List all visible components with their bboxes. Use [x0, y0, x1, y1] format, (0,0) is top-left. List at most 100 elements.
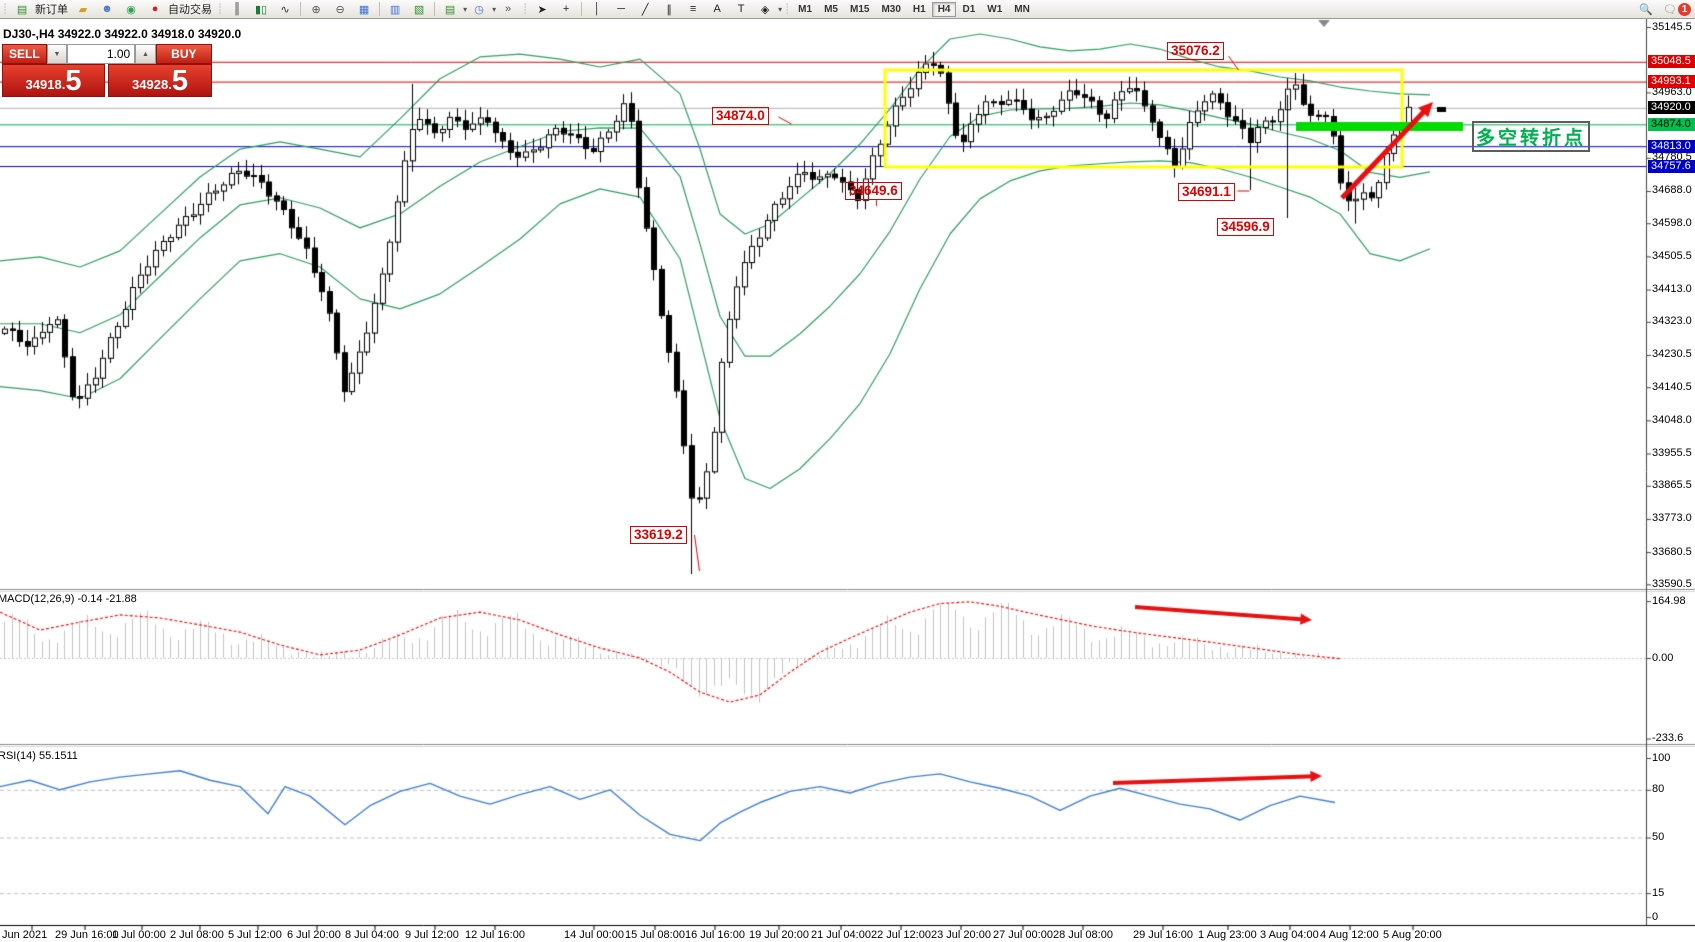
price-level-badge[interactable]: 34920.0 — [1648, 101, 1695, 115]
sell-price-pip: 5 — [65, 65, 82, 97]
x-axis-date-label: 21 Jul 04:00 — [811, 929, 871, 941]
trendline-icon[interactable]: ╱ — [641, 3, 649, 16]
history-center-icon[interactable]: ▰ — [78, 3, 88, 16]
sell-price[interactable]: 34918. 5 — [2, 64, 105, 97]
price-annotation-label[interactable]: 35076.2 — [1167, 42, 1224, 60]
channel-icon[interactable]: ∥ — [666, 3, 672, 16]
price-annotation-label[interactable]: 34649.6 — [845, 182, 902, 200]
x-axis-date-label: 28 Jul 08:00 — [1053, 929, 1113, 941]
price-level-badge[interactable]: 34993.1 — [1648, 75, 1695, 89]
dropdown-arrow-icon[interactable]: ▾ — [778, 4, 783, 14]
y-axis-tick-label: 34598.0 — [1652, 216, 1692, 229]
autotrade-icon[interactable]: ● — [151, 3, 159, 15]
toolbar-grip: ┊ — [522, 3, 529, 15]
fibonacci-icon[interactable]: ≡ — [689, 3, 697, 15]
bull-bear-turning-point-note[interactable]: 多空转折点 — [1472, 121, 1591, 152]
x-axis-date-label: 9 Jul 12:00 — [405, 929, 459, 941]
rsi-axis-label: 0 — [1652, 910, 1659, 923]
macd-axis-label: -233.6 — [1652, 732, 1684, 745]
arrange-b-icon[interactable]: ▧ — [413, 3, 425, 16]
timeframe-button-m5[interactable]: M5 — [824, 3, 838, 15]
price-level-badge[interactable]: 34757.6 — [1648, 159, 1695, 173]
shift-icon[interactable]: » — [505, 3, 512, 15]
volume-decrease-button[interactable]: ▼ — [46, 44, 68, 64]
rsi-axis-label: 100 — [1652, 751, 1671, 764]
timeframe-button-h4[interactable]: H4 — [931, 1, 957, 17]
candlestick-chart-icon[interactable]: ▮▯ — [255, 3, 268, 16]
shapes-icon[interactable]: ◈ — [760, 3, 770, 16]
dropdown-arrow-icon[interactable]: ▾ — [492, 4, 497, 14]
y-axis-tick-label: 34230.5 — [1652, 348, 1692, 361]
y-axis-tick-label: 34413.0 — [1652, 283, 1692, 296]
y-axis-tick-label: 34688.0 — [1652, 184, 1692, 197]
toolbar-separator — [434, 2, 436, 16]
autotrade-button[interactable]: 自动交易 — [168, 4, 213, 16]
x-axis-date-label: 12 Jul 16:00 — [465, 929, 525, 941]
new-order-icon[interactable]: ▤ — [16, 3, 28, 16]
x-axis-date-label: 15 Jul 08:00 — [625, 929, 685, 941]
buy-price[interactable]: 34928. 5 — [108, 64, 212, 97]
buy-button[interactable]: BUY — [155, 44, 212, 64]
profile-icon[interactable]: ☻ — [101, 3, 113, 15]
price-level-badge[interactable]: 34874.0 — [1648, 117, 1695, 131]
toolbar-grip: ┊ — [2, 3, 9, 15]
new-chart-icon[interactable]: ▤ — [444, 3, 456, 16]
x-axis-date-label: 6 Jul 20:00 — [287, 929, 341, 941]
x-axis-date-label: 29 Jun 16:00 — [55, 929, 119, 941]
bars-chart-icon[interactable]: ║ — [233, 3, 241, 15]
volume-input[interactable]: 1.00 — [67, 44, 136, 64]
horizontal-line-icon[interactable]: ─ — [617, 3, 626, 15]
x-axis-date-label: 8 Jul 04:00 — [345, 929, 399, 941]
timeframe-button-mn[interactable]: MN — [1014, 3, 1030, 15]
price-annotation-label[interactable]: 34691.1 — [1178, 183, 1235, 201]
arrange-a-icon[interactable]: ▥ — [389, 3, 401, 16]
price-level-badge[interactable]: 35048.5 — [1648, 55, 1695, 69]
y-axis-tick-label: 34140.5 — [1652, 380, 1692, 393]
dropdown-arrow-icon[interactable]: ▾ — [463, 4, 468, 14]
price-annotation-label[interactable]: 33619.2 — [630, 526, 687, 544]
notifications-icon[interactable]: 🗨 — [1663, 3, 1677, 16]
timeframe-button-d1[interactable]: D1 — [962, 3, 976, 15]
tile-windows-icon[interactable]: ▦ — [358, 3, 370, 16]
label-icon[interactable]: T — [737, 3, 745, 15]
timeframe-button-m30[interactable]: M30 — [881, 3, 901, 15]
rsi-axis-label: 80 — [1652, 783, 1665, 796]
notification-count-badge: 1 — [1678, 2, 1691, 16]
vertical-line-icon[interactable]: │ — [593, 3, 601, 15]
crosshair-icon[interactable]: + — [562, 3, 570, 15]
price-annotation-label[interactable]: 34874.0 — [712, 107, 769, 125]
new-order-button[interactable]: 新订单 — [35, 4, 69, 16]
y-axis-tick-label: 33680.5 — [1652, 545, 1692, 558]
chart-symbol-title: DJ30-,H4 34922.0 34922.0 34918.0 34920.0 — [3, 27, 242, 41]
y-axis-tick-label: 34963.0 — [1652, 85, 1692, 98]
sell-button[interactable]: SELL — [2, 44, 47, 64]
timeframe-button-w1[interactable]: W1 — [987, 3, 1003, 15]
price-annotation-label[interactable]: 34596.9 — [1217, 218, 1274, 236]
x-axis-date-label: 19 Jul 20:00 — [749, 929, 809, 941]
timeframe-button-m1[interactable]: M1 — [798, 3, 813, 15]
text-icon[interactable]: A — [713, 3, 721, 15]
zoom-out-icon[interactable]: ⊖ — [335, 3, 345, 16]
line-chart-icon[interactable]: ∿ — [280, 3, 290, 16]
cursor-icon[interactable]: ➤ — [537, 3, 547, 16]
x-axis-date-label: 1 Jul 00:00 — [112, 929, 166, 941]
timeframe-button-h1[interactable]: H1 — [912, 3, 926, 15]
y-axis-tick-label: 34048.0 — [1652, 413, 1692, 426]
x-axis-date-label: 2 Jul 08:00 — [170, 929, 224, 941]
signal-icon[interactable]: ◉ — [126, 3, 136, 16]
x-axis-date-label: 3 Aug 04:00 — [1260, 929, 1319, 941]
y-axis-tick-label: 35145.5 — [1652, 20, 1692, 33]
period-icon[interactable]: ◷ — [474, 3, 484, 16]
x-axis-date-label: 4 Aug 12:00 — [1320, 929, 1379, 941]
toolbar-grip: ┊ — [784, 3, 791, 15]
x-axis-date-label: 23 Jul 20:00 — [931, 929, 991, 941]
zoom-in-icon[interactable]: ⊕ — [311, 3, 321, 16]
timeframe-button-m15[interactable]: M15 — [849, 3, 870, 15]
price-level-badge[interactable]: 34813.0 — [1648, 139, 1695, 153]
search-icon[interactable]: 🔍 — [1639, 3, 1653, 16]
volume-increase-button[interactable]: ▲ — [135, 44, 156, 64]
x-axis-date-label: 27 Jul 00:00 — [993, 929, 1053, 941]
y-axis-tick-label: 33955.5 — [1652, 447, 1692, 460]
